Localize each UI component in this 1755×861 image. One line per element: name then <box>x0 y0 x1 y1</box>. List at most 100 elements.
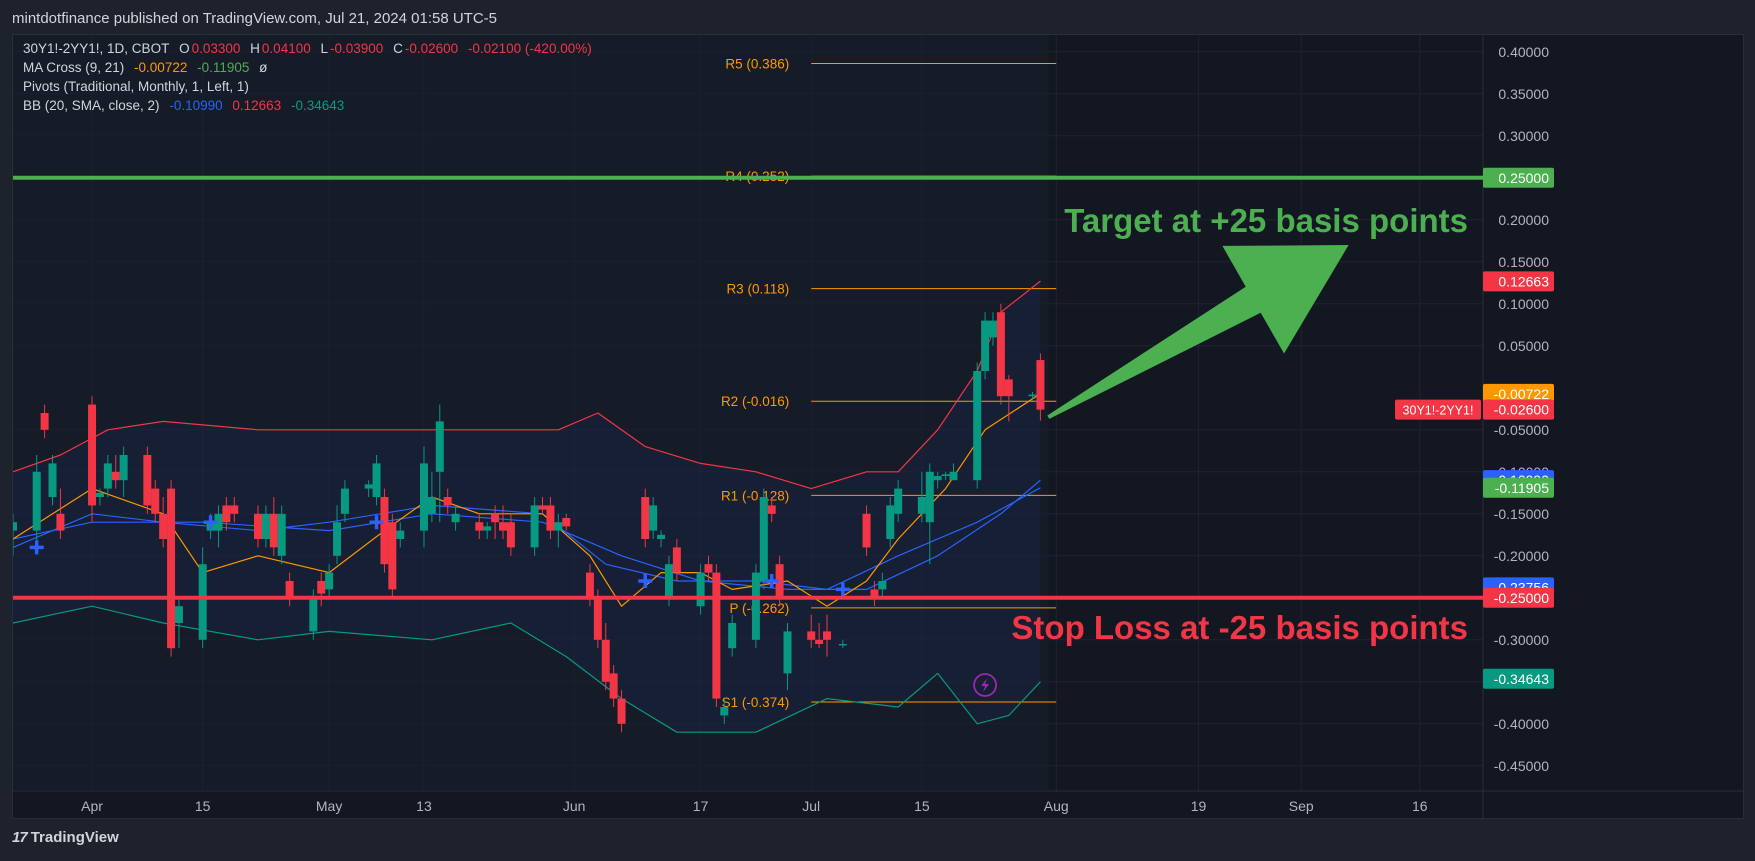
chart-pane[interactable]: R5 (0.386)R4 (0.252)R3 (0.118)R2 (-0.016… <box>12 34 1744 819</box>
candle-body[interactable] <box>380 497 389 565</box>
candle-body[interactable] <box>1036 360 1045 410</box>
candle-body[interactable] <box>451 513 460 523</box>
candle-body[interactable] <box>159 513 168 539</box>
candle-body[interactable] <box>593 597 602 640</box>
candle-body[interactable] <box>657 534 666 539</box>
candle-body[interactable] <box>483 526 492 531</box>
candle-body[interactable] <box>40 413 49 430</box>
candle-body[interactable] <box>870 589 879 598</box>
candle-body[interactable] <box>862 513 871 548</box>
candle-body[interactable] <box>1004 379 1013 397</box>
candle-body[interactable] <box>95 492 104 497</box>
candle-body[interactable] <box>419 463 428 531</box>
candle-body[interactable] <box>838 644 847 646</box>
candle-body[interactable] <box>261 513 270 539</box>
candle-body[interactable] <box>372 463 381 497</box>
candle-body[interactable] <box>696 572 705 607</box>
candle-body[interactable] <box>981 320 990 371</box>
candle-body[interactable] <box>649 505 658 531</box>
candle-body[interactable] <box>119 455 128 481</box>
candle-body[interactable] <box>48 463 57 497</box>
candle-body[interactable] <box>601 639 610 682</box>
candle-body[interactable] <box>728 623 737 649</box>
candle-body[interactable] <box>222 505 231 523</box>
candle-body[interactable] <box>941 474 950 476</box>
candle-body[interactable] <box>388 522 397 590</box>
candle-body[interactable] <box>506 522 515 548</box>
candle-body[interactable] <box>783 631 792 674</box>
candle-body[interactable] <box>491 513 500 523</box>
candle-body[interactable] <box>230 505 239 514</box>
stop-loss-annotation: Stop Loss at -25 basis points <box>1011 609 1468 646</box>
candle-body[interactable] <box>554 522 563 531</box>
candle-body[interactable] <box>475 522 484 531</box>
candle-body[interactable] <box>767 505 776 514</box>
candle-body[interactable] <box>1028 394 1037 397</box>
candle-body[interactable] <box>664 564 673 598</box>
legend-ohlc-row: 30Y1!-2YY1!, 1D, CBOT O 0.03300 H 0.04100 … <box>23 41 598 56</box>
candle-body[interactable] <box>530 505 539 548</box>
candle-body[interactable] <box>538 505 547 510</box>
candle-body[interactable] <box>925 471 934 523</box>
candle-body[interactable] <box>886 505 895 539</box>
candle-body[interactable] <box>562 518 571 527</box>
candle-body[interactable] <box>815 639 824 644</box>
candle-body[interactable] <box>443 497 452 506</box>
candle-body[interactable] <box>309 597 318 632</box>
candle-body[interactable] <box>704 564 713 573</box>
candle-body[interactable] <box>949 471 958 481</box>
candle-body[interactable] <box>214 513 223 531</box>
candle-body[interactable] <box>88 404 97 506</box>
candle-body[interactable] <box>333 522 342 556</box>
candle-body[interactable] <box>672 547 681 573</box>
candle-body[interactable] <box>254 513 262 539</box>
candle-body[interactable] <box>269 513 278 548</box>
candle-body[interactable] <box>775 564 784 598</box>
candle-body[interactable] <box>989 320 997 338</box>
candle-body[interactable] <box>894 488 903 514</box>
candle-body[interactable] <box>996 312 1005 397</box>
candle-body[interactable] <box>325 572 334 590</box>
candle-body[interactable] <box>933 476 942 481</box>
candle-body[interactable] <box>712 572 721 699</box>
candle-body[interactable] <box>823 631 832 640</box>
candle-body[interactable] <box>32 471 41 531</box>
candle-body[interactable] <box>807 631 816 640</box>
candle-body[interactable] <box>917 497 926 514</box>
candle-body[interactable] <box>720 707 729 716</box>
candle-body[interactable] <box>13 522 17 531</box>
lightning-icon[interactable] <box>973 673 997 697</box>
candle-body[interactable] <box>167 488 176 649</box>
candle-body[interactable] <box>759 497 768 581</box>
candle-body[interactable] <box>427 497 436 514</box>
candle-body[interactable] <box>878 581 887 590</box>
candle-body[interactable] <box>641 497 650 539</box>
candle-body[interactable] <box>499 522 507 531</box>
candle-body[interactable] <box>317 581 326 594</box>
candle-body[interactable] <box>198 564 207 640</box>
candle-body[interactable] <box>277 513 286 556</box>
candle-body[interactable] <box>546 505 555 531</box>
candle-body[interactable] <box>364 484 373 489</box>
candle-body[interactable] <box>56 513 65 531</box>
candle-body[interactable] <box>609 673 618 699</box>
legend-pivots-row[interactable]: Pivots (Traditional, Monthly, 1, Left, 1… <box>23 79 255 94</box>
candle-body[interactable] <box>751 572 760 640</box>
legend-symbol[interactable]: 30Y1!-2YY1!, 1D, CBOT <box>23 41 170 56</box>
legend-ma-row[interactable]: MA Cross (9, 21) -0.00722 -0.11905 ø <box>23 60 273 75</box>
candle-body[interactable] <box>103 463 112 489</box>
chart-canvas[interactable]: R5 (0.386)R4 (0.252)R3 (0.118)R2 (-0.016… <box>13 35 1743 818</box>
candle-body[interactable] <box>585 572 594 598</box>
candle-body[interactable] <box>435 421 444 472</box>
candle-body[interactable] <box>285 581 294 598</box>
candle-body[interactable] <box>396 530 405 539</box>
tradingview-logo[interactable]: 17 TradingView <box>12 829 119 846</box>
legend-bb-row[interactable]: BB (20, SMA, close, 2) -0.10990 0.12663 … <box>23 98 350 113</box>
candle-body[interactable] <box>617 698 626 724</box>
candle-body[interactable] <box>973 371 982 481</box>
candle-body[interactable] <box>151 488 160 514</box>
candle-body[interactable] <box>340 488 349 514</box>
candle-body[interactable] <box>143 455 152 506</box>
candle-body[interactable] <box>111 471 120 481</box>
candle-body[interactable] <box>174 606 183 623</box>
